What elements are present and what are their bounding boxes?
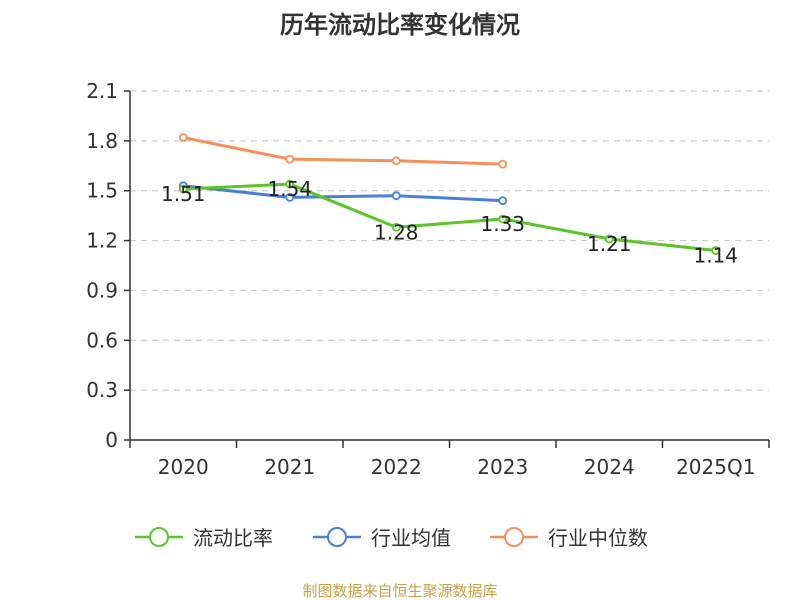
data-point — [178, 184, 188, 194]
data-label: 1.54 — [267, 177, 312, 201]
y-tick-label: 0 — [105, 428, 118, 452]
series-line-0 — [183, 182, 716, 253]
x-tick-label: 2023 — [477, 455, 528, 479]
data-point — [391, 191, 401, 201]
x-tick-label: 2024 — [584, 455, 635, 479]
data-label: 1.21 — [587, 232, 632, 256]
data-point — [498, 214, 508, 224]
y-tick-label: 0.6 — [86, 328, 118, 352]
x-tick-label: 2020 — [158, 455, 209, 479]
legend-marker — [504, 527, 524, 547]
x-tick-label: 2022 — [371, 455, 422, 479]
legend-label: 流动比率 — [193, 526, 273, 550]
data-label: 1.28 — [374, 220, 419, 244]
legend-marker — [149, 527, 169, 547]
data-point — [178, 133, 188, 142]
chart-title: 历年流动比率变化情况 — [280, 11, 520, 39]
x-axis: 2020 2021 2022 2023 2024 2025Q1 — [129, 439, 770, 479]
data-label: 1.51 — [161, 182, 206, 206]
legend-label: 行业中位数 — [548, 526, 648, 550]
legend-marker — [327, 527, 347, 547]
y-tick-label: 1.2 — [86, 229, 118, 253]
y-axis: 0 0.3 0.6 0.9 1.2 1.5 1.8 2.1 — [86, 79, 131, 452]
data-point — [285, 154, 295, 164]
series-line-1 — [183, 184, 503, 203]
y-tick-label: 2.1 — [86, 79, 118, 103]
y-tick-label: 1.8 — [86, 129, 118, 153]
data-labels: 1.51 1.54 1.28 1.33 1.21 1.14 — [161, 177, 738, 267]
y-tick-label: 0.9 — [86, 278, 118, 302]
data-point — [285, 192, 295, 202]
data-point — [604, 234, 614, 244]
x-tick-label: 2025Q1 — [676, 455, 755, 479]
series-line-2 — [182, 136, 503, 166]
data-point — [498, 159, 508, 169]
source-note: 制图数据来自恒生聚源数据库 — [302, 582, 497, 600]
data-label: 1.14 — [693, 244, 738, 268]
grid-lines — [130, 90, 769, 391]
legend-label: 行业均值 — [371, 526, 451, 550]
y-tick-label: 0.3 — [86, 378, 118, 402]
data-label: 1.33 — [480, 212, 525, 236]
data-point — [285, 179, 295, 189]
data-point — [498, 196, 508, 206]
data-point — [391, 222, 401, 232]
data-point — [391, 156, 401, 166]
x-tick-label: 2021 — [264, 455, 315, 479]
legend: 流动比率 行业均值 行业中位数 — [135, 526, 648, 550]
data-point — [711, 246, 721, 255]
series-group — [178, 133, 721, 255]
y-tick-label: 1.5 — [86, 179, 118, 203]
